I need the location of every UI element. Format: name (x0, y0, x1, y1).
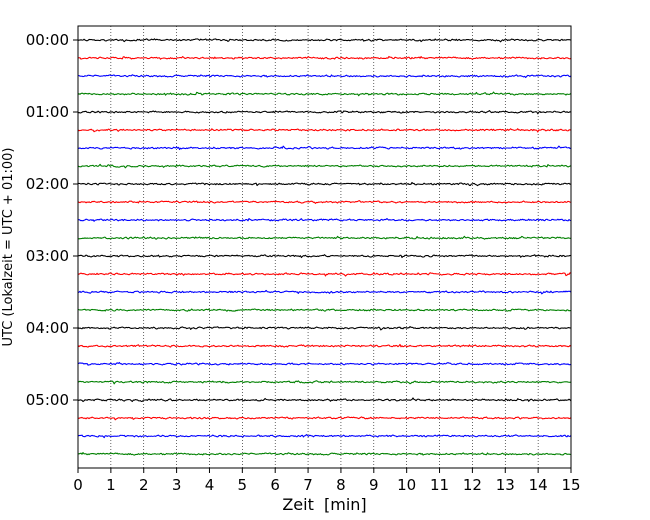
y-tick-label: 04:00 (26, 319, 69, 337)
x-tick-label: 0 (73, 476, 83, 494)
x-tick-label: 7 (303, 476, 313, 494)
trace-line (77, 416, 572, 421)
trace-line (77, 308, 572, 312)
x-tick-label: 5 (238, 476, 248, 494)
trace-line (77, 254, 572, 259)
x-tick-label: 8 (336, 476, 346, 494)
trace-line (77, 235, 572, 240)
y-axis-label: UTC (Lokalzeit = UTC + 01:00) (1, 148, 16, 347)
x-tick-label: 9 (369, 476, 379, 494)
trace-line (77, 55, 572, 60)
plot-area (78, 26, 571, 468)
trace-line (77, 181, 572, 187)
trace-line (77, 434, 572, 439)
trace-line (77, 110, 572, 115)
x-axis-ticks: 0 1 2 3 4 5 6 7 8 9 10 11 12 13 14 15 (73, 468, 581, 494)
y-tick-label: 02:00 (26, 175, 69, 193)
trace-line (77, 325, 572, 331)
trace-line (77, 272, 572, 277)
x-tick-label: 13 (496, 476, 515, 494)
x-axis-label: Zeit [min] (282, 495, 366, 514)
trace-line (77, 163, 572, 169)
y-tick-label: 00:00 (26, 31, 69, 49)
x-tick-label: 12 (463, 476, 482, 494)
trace-line (77, 380, 572, 385)
y-axis-ticks: 00:00 01:00 02:00 03:00 04:00 05:00 (26, 31, 78, 409)
x-tick-label: 10 (397, 476, 416, 494)
x-tick-label: 1 (106, 476, 116, 494)
y-tick-label: 01:00 (26, 103, 69, 121)
x-tick-label: 11 (430, 476, 449, 494)
trace-line (77, 218, 572, 222)
trace-line (77, 289, 572, 295)
y-tick-label: 03:00 (26, 247, 69, 265)
x-tick-label: 4 (205, 476, 215, 494)
x-tick-label: 15 (561, 476, 580, 494)
trace-line (77, 91, 572, 97)
trace-line (77, 343, 572, 348)
trace-line (77, 361, 572, 366)
trace-line (77, 128, 572, 133)
trace-line (77, 38, 572, 43)
seismic-traces (77, 38, 572, 456)
trace-line (77, 145, 572, 151)
y-tick-label: 05:00 (26, 391, 69, 409)
x-tick-label: 6 (270, 476, 280, 494)
trace-line (77, 74, 572, 79)
trace-line (77, 397, 572, 403)
plot-frame (77, 25, 572, 469)
x-tick-label: 14 (529, 476, 548, 494)
x-tick-label: 3 (172, 476, 182, 494)
x-tick-label: 2 (139, 476, 149, 494)
trace-line (77, 200, 572, 204)
trace-line (77, 452, 572, 456)
